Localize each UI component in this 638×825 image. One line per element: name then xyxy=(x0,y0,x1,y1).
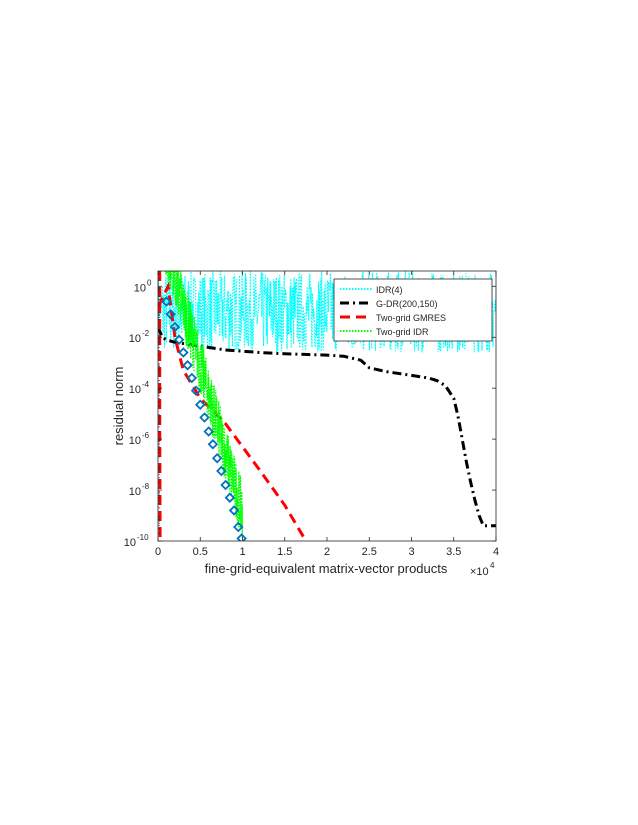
diamond-marker xyxy=(199,412,210,423)
series-3 xyxy=(164,271,244,539)
y-tick-label-base: 10 xyxy=(129,486,141,498)
x-tick-label: 1.5 xyxy=(277,546,292,558)
diamond-marker xyxy=(228,505,240,516)
x-multiplier-base: ×10 xyxy=(470,566,489,578)
legend-label: IDR(4) xyxy=(376,285,403,295)
x-tick-label: 4 xyxy=(493,546,499,558)
diamond-marker xyxy=(182,359,193,371)
x-tick-label: 3.5 xyxy=(446,546,461,558)
diamond-marker xyxy=(233,521,244,533)
y-tick-label-base: 10 xyxy=(124,537,136,549)
diamond-marker xyxy=(216,465,227,477)
diamond-marker xyxy=(220,479,231,491)
y-tick-label-base: 10 xyxy=(134,282,146,294)
diamond-marker xyxy=(224,492,236,503)
series-line xyxy=(164,271,244,539)
diamond-marker xyxy=(190,385,202,396)
legend: IDR(4) G-DR(200,150) Two-grid GMRES Two-gri… xyxy=(333,278,493,342)
y-tick-label-exponent: -10 xyxy=(137,533,149,542)
x-tick-label: 0.5 xyxy=(193,546,208,558)
y-tick-label-exponent: -6 xyxy=(142,431,150,440)
legend-label: Two-grid IDR xyxy=(376,327,429,337)
diamond-marker xyxy=(236,533,247,541)
diamond-marker xyxy=(203,426,214,437)
diamond-marker xyxy=(165,309,176,320)
x-axis-label: fine-grid-equivalent matrix-vector produ… xyxy=(205,561,448,576)
diamond-marker xyxy=(194,399,206,410)
diamond-marker xyxy=(169,321,181,333)
diamond-marker xyxy=(211,452,223,464)
legend-box xyxy=(333,278,493,342)
y-tick-label-exponent: -4 xyxy=(142,380,150,389)
ticks-layer: 0 0.5 1 1.5 2 2.5 3 3.5 410-1010-810-610-410-210… xyxy=(124,271,499,558)
y-tick-label-base: 10 xyxy=(129,435,141,447)
y-tick-label-base: 10 xyxy=(129,384,141,396)
diamond-marker xyxy=(161,296,172,307)
x-tick-label: 2 xyxy=(324,546,330,558)
diamond-marker xyxy=(173,334,185,346)
series-line xyxy=(158,271,496,354)
x-tick-label: 3 xyxy=(408,546,414,558)
y-axis-label: residual norm xyxy=(111,367,126,446)
x-tick-label: 2.5 xyxy=(362,546,377,558)
x-tick-label: 0 xyxy=(155,546,161,558)
y-tick-label-exponent: 0 xyxy=(147,278,152,287)
x-multiplier-exponent: 4 xyxy=(490,561,495,570)
diamond-marker xyxy=(186,372,198,384)
series-0 xyxy=(158,271,496,354)
series-4 xyxy=(161,296,247,541)
legend-label: G-DR(200,150) xyxy=(376,299,438,309)
legend-label: Two-grid GMRES xyxy=(376,313,446,323)
y-tick-label-exponent: -8 xyxy=(142,482,150,491)
x-multiplier: ×10 4 xyxy=(470,561,495,578)
x-tick-label: 1 xyxy=(239,546,245,558)
diamond-marker xyxy=(178,347,189,358)
diamond-marker xyxy=(207,438,219,450)
series-layer xyxy=(158,271,496,541)
y-tick-label-exponent: -2 xyxy=(142,329,150,338)
y-tick-label-base: 10 xyxy=(129,333,141,345)
